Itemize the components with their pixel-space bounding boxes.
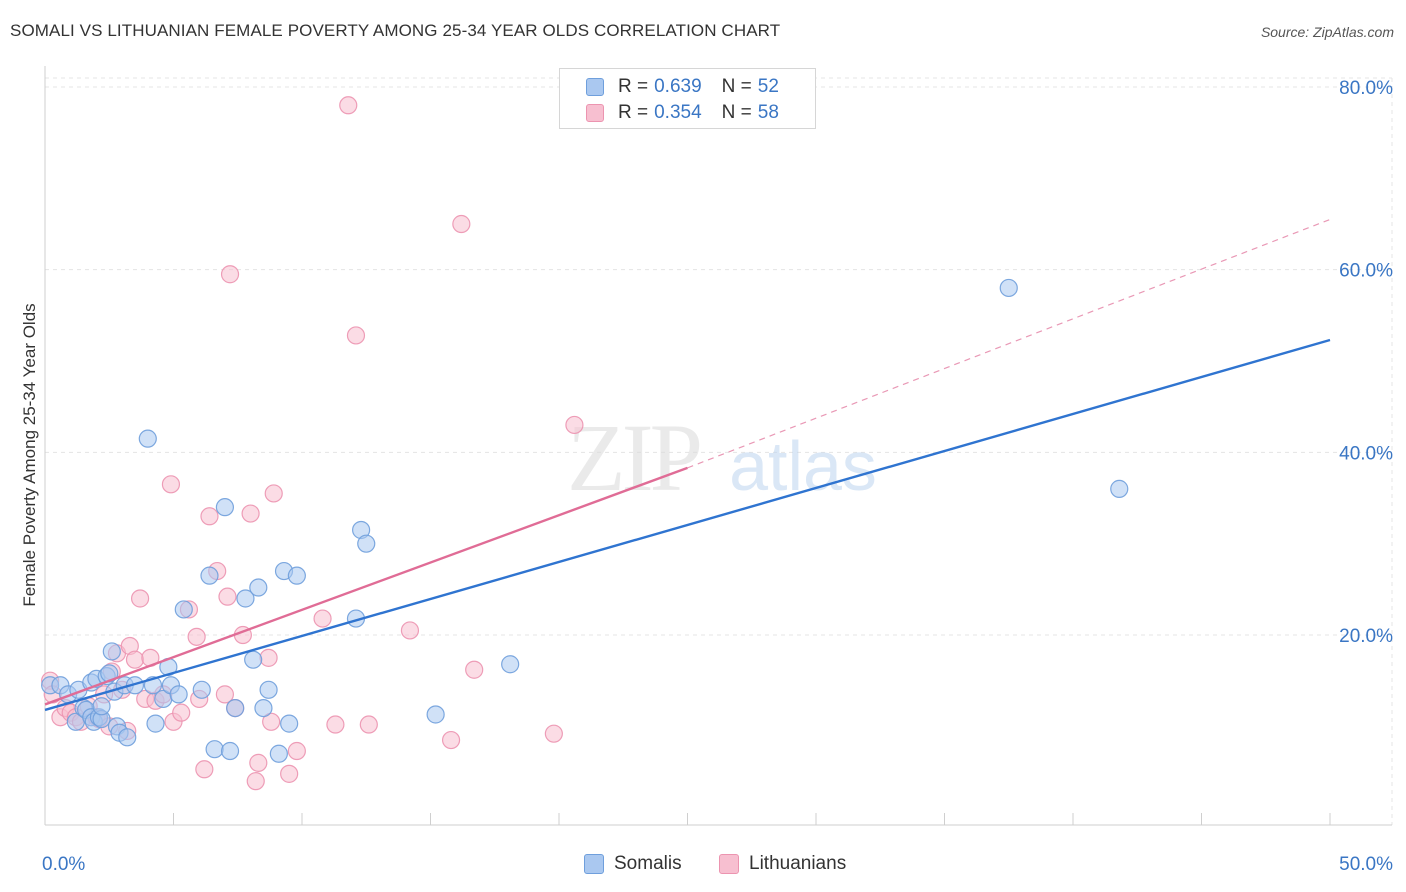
lithuanian-r-label: R = (618, 102, 649, 123)
x-tick-label-start: 0.0% (42, 854, 85, 875)
tick-labels: 20.0% 40.0% 60.0% 80.0% 0.0% 50.0% (42, 78, 1393, 875)
somali-point (92, 697, 111, 716)
y-tick-label: 20.0% (1339, 626, 1393, 647)
bottom-legend-somali: Somalis (584, 852, 682, 876)
stats-legend: R = 0.639 N = 52 R = 0.354 N = 58 (559, 68, 816, 129)
lithuanian-point (280, 764, 299, 783)
chart-title: SOMALI VS LITHUANIAN FEMALE POVERTY AMON… (10, 21, 781, 40)
lithuanian-point (264, 484, 283, 503)
somali-point (236, 589, 255, 608)
gridlines (45, 77, 1393, 825)
bottom-legend-lithuanian: Lithuanians (719, 852, 846, 876)
somali-point (174, 600, 193, 619)
somali-point (200, 566, 219, 585)
y-tick-label: 80.0% (1339, 78, 1393, 99)
bottom-somali-swatch (584, 854, 604, 874)
y-axis-label: Female Poverty Among 25-34 Year Olds (20, 303, 39, 607)
bottom-lithuanian-label: Lithuanians (749, 853, 847, 874)
somali-n-value: 52 (757, 76, 779, 97)
somali-point (426, 705, 445, 724)
lithuanian-point (339, 96, 358, 115)
lithuanian-point (465, 660, 484, 679)
somali-point (215, 498, 234, 517)
somali-r-value: 0.639 (654, 76, 702, 97)
somali-r-label: R = (618, 76, 649, 97)
y-tick-label: 40.0% (1339, 443, 1393, 464)
lithuanian-n-label: N = (721, 102, 752, 123)
lithuanian-point (441, 730, 461, 750)
lithuanian-point (313, 609, 332, 628)
somali-point (254, 698, 273, 718)
somali-point (1110, 479, 1129, 498)
lithuanian-n-value: 58 (757, 102, 779, 123)
lithuanian-point (220, 265, 240, 284)
legend-row-lithuanian: R = 0.354 N = 58 (586, 101, 779, 125)
somali-swatch (586, 78, 604, 96)
source-label: Source: ZipAtlas.com (1260, 24, 1394, 40)
lithuanian-swatch (586, 104, 604, 122)
lithuanian-point (326, 715, 345, 734)
bottom-lithuanian-swatch (719, 854, 739, 874)
lithuanian-r-value: 0.354 (654, 102, 702, 123)
lithuanian-point (215, 685, 234, 704)
somali-points (41, 278, 1129, 763)
somali-point (287, 566, 306, 585)
somali-point (138, 429, 157, 448)
lithuanian-point (246, 772, 265, 791)
lithuanian-trend-projection (687, 218, 1331, 469)
axes (44, 66, 1392, 826)
somali-point (280, 714, 299, 733)
lithuanian-point (359, 715, 378, 734)
somali-point (205, 740, 224, 759)
watermark-atlas: atlas (729, 427, 877, 505)
lithuanian-point (218, 587, 237, 606)
lithuanian-point (125, 650, 145, 669)
somali-point (244, 650, 263, 669)
lithuanian-point (565, 415, 584, 435)
x-tick-label-end: 50.0% (1339, 854, 1393, 875)
somali-point (999, 278, 1018, 298)
lithuanian-point (544, 724, 563, 743)
lithuanian-trend-line (44, 466, 688, 706)
legend-row-somali: R = 0.639 N = 52 (586, 75, 779, 99)
lithuanian-point (195, 760, 214, 779)
somali-point (501, 655, 520, 674)
lithuanian-point (346, 326, 366, 345)
somali-point (102, 642, 121, 661)
trend-lines (44, 218, 1331, 712)
lithuanian-point (161, 475, 181, 494)
somali-point (259, 680, 278, 699)
lithuanian-point (287, 741, 306, 761)
lithuanian-point (200, 507, 219, 526)
somali-point (169, 685, 188, 704)
watermark-zip: ZIP (567, 404, 700, 511)
lithuanian-point (249, 753, 268, 772)
somali-point (249, 578, 268, 597)
lithuanian-point (241, 504, 260, 523)
somali-n-label: N = (721, 76, 752, 97)
lithuanian-point (130, 589, 150, 608)
lithuanian-point (452, 214, 471, 234)
lithuanian-point (172, 703, 191, 722)
lithuanian-point (259, 648, 278, 667)
y-tick-label: 60.0% (1339, 261, 1393, 282)
bottom-somali-label: Somalis (614, 853, 682, 874)
somali-point (146, 714, 165, 733)
somali-point (118, 728, 137, 747)
somali-point (357, 534, 376, 553)
lithuanian-point (262, 712, 281, 731)
somali-point (192, 680, 211, 699)
somali-trend-line (44, 338, 1331, 712)
lithuanian-point (400, 621, 420, 640)
somali-point (226, 698, 245, 718)
somali-point (220, 741, 240, 761)
lithuanian-point (187, 627, 206, 646)
somali-point (269, 744, 288, 763)
